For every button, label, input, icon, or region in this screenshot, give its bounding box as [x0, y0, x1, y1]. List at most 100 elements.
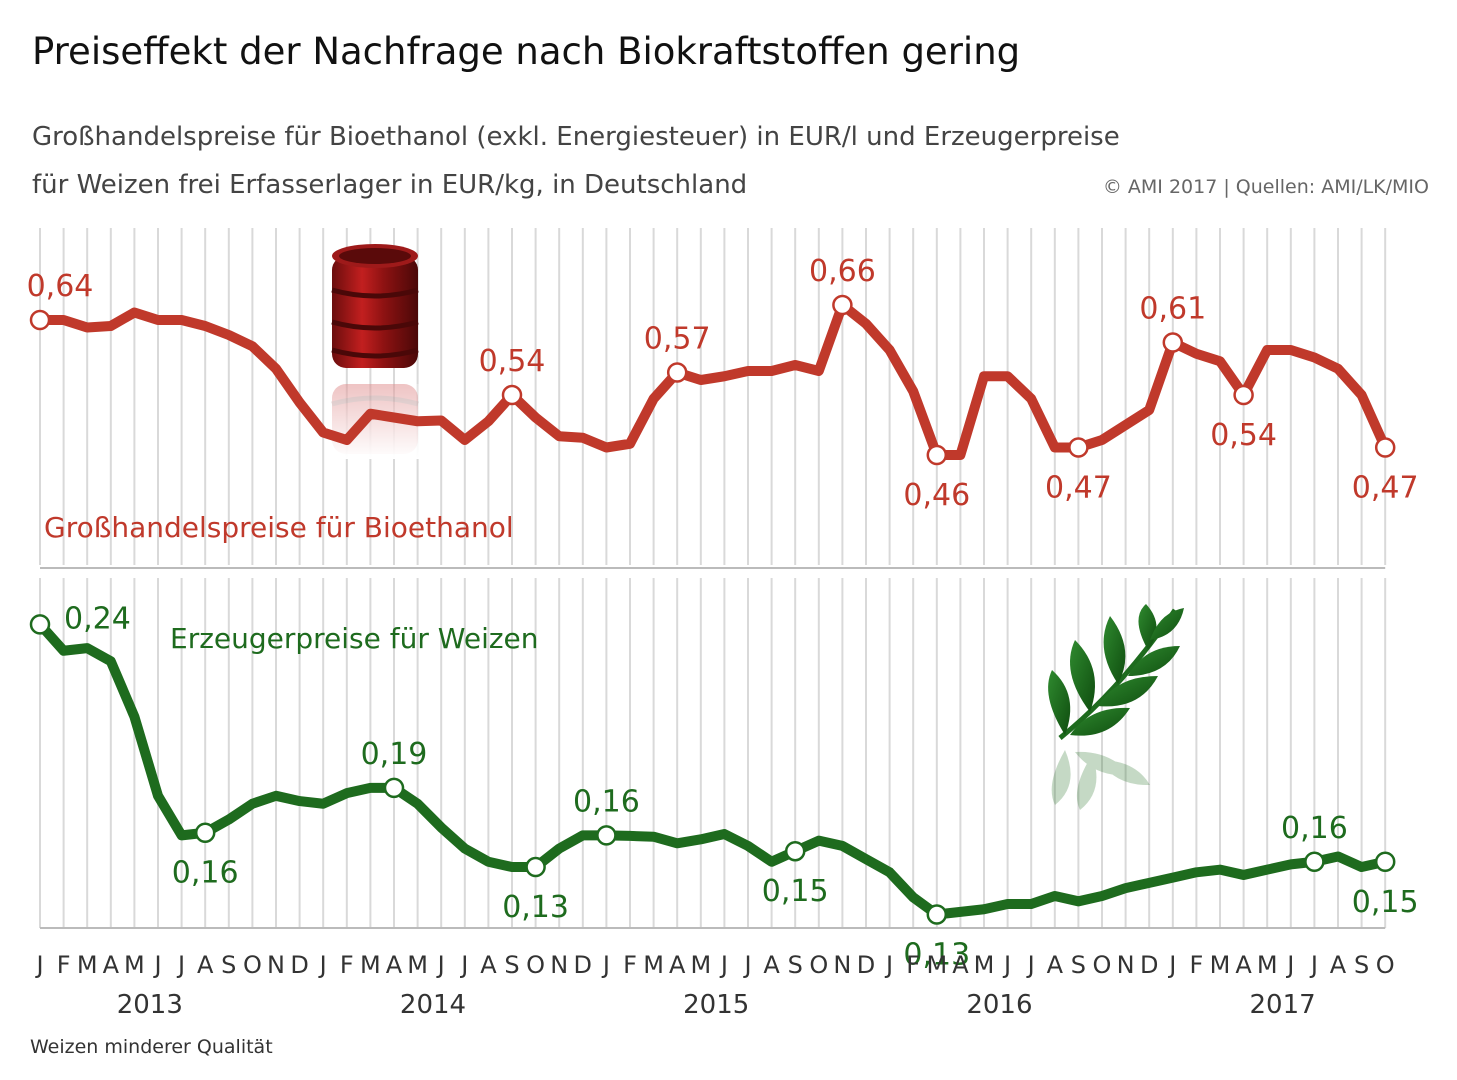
x-tick-label: M	[1210, 951, 1231, 979]
x-tick-label: S	[1354, 951, 1369, 979]
x-tick-label: M	[643, 951, 664, 979]
x-tick-label: M	[77, 951, 98, 979]
data-label: 0,24	[64, 601, 131, 636]
data-label: 0,13	[903, 938, 970, 973]
x-tick-label: D	[574, 951, 592, 979]
data-point-marker	[596, 825, 617, 846]
data-label: 0,16	[573, 784, 640, 819]
oil-barrel-icon	[325, 244, 425, 459]
x-tick-label: J	[152, 951, 161, 979]
x-tick-label: J	[742, 951, 751, 979]
x-tick-label: S	[1071, 951, 1086, 979]
chart-subtitle-line1: Großhandelspreise für Bioethanol (exkl. …	[32, 122, 1120, 152]
data-point-marker	[926, 444, 948, 466]
x-tick-label: O	[1093, 951, 1112, 979]
footnote: Weizen minderer Qualität	[30, 1036, 273, 1058]
x-tick-label: S	[504, 951, 519, 979]
x-tick-label: S	[221, 951, 236, 979]
x-tick-label: O	[809, 951, 828, 979]
x-tick-label: J	[459, 951, 468, 979]
data-point-marker	[1374, 437, 1396, 458]
x-tick-label: J	[1026, 951, 1035, 979]
data-label: 0,61	[1139, 292, 1206, 327]
data-point-marker	[501, 384, 523, 406]
data-label: 0,47	[1045, 471, 1112, 506]
series-name-label: Großhandelspreise für Bioethanol	[44, 511, 514, 544]
x-tick-label: M	[407, 951, 428, 979]
data-label: 0,15	[762, 874, 829, 909]
data-point-marker	[926, 904, 948, 925]
x-tick-label: M	[926, 951, 947, 979]
x-tick-label: N	[1117, 951, 1135, 979]
x-tick-label: J	[1309, 951, 1318, 979]
x-tick-label: F	[906, 951, 920, 979]
year-label: 2015	[683, 990, 749, 1020]
x-tick-label: J	[884, 951, 893, 979]
chart-subtitle-line2: für Weizen frei Erfasserlager in EUR/kg,…	[32, 170, 748, 200]
chart-title: Preiseffekt der Nachfrage nach Biokrafts…	[32, 30, 1021, 73]
x-tick-label: J	[176, 951, 185, 979]
x-tick-label: N	[833, 951, 851, 979]
data-label: 0,66	[809, 254, 876, 289]
x-tick-label: J	[1002, 951, 1011, 979]
year-label: 2014	[400, 990, 466, 1020]
data-label: 0,15	[1352, 885, 1419, 920]
x-tick-label: O	[1376, 951, 1395, 979]
x-tick-label: A	[386, 951, 403, 979]
x-tick-label: J	[318, 951, 327, 979]
data-point-marker	[832, 294, 853, 316]
x-tick-label: D	[1140, 951, 1158, 979]
x-tick-label: M	[360, 951, 381, 979]
data-point-marker	[29, 309, 51, 331]
x-tick-label: D	[857, 951, 875, 979]
data-point-marker	[194, 822, 216, 843]
series-line-0	[35, 300, 1391, 460]
data-point-marker	[525, 856, 546, 878]
data-point-marker	[666, 362, 688, 383]
x-tick-label: A	[197, 951, 214, 979]
series-name-label: Erzeugerpreise für Weizen	[170, 622, 539, 655]
x-tick-label: F	[623, 951, 637, 979]
x-tick-label: A	[1235, 951, 1252, 979]
x-tick-label: J	[1167, 951, 1176, 979]
x-tick-label: A	[1330, 951, 1347, 979]
data-label: 0,46	[903, 478, 970, 513]
x-tick-label: M	[124, 951, 145, 979]
series-line-1	[35, 619, 1391, 920]
x-tick-label: N	[550, 951, 568, 979]
data-point-marker	[29, 614, 51, 635]
x-tick-label: S	[788, 951, 803, 979]
x-tick-label: N	[267, 951, 285, 979]
x-tick-label: F	[57, 951, 71, 979]
x-tick-label: J	[719, 951, 728, 979]
data-point-marker	[1304, 851, 1325, 872]
data-point-marker	[383, 777, 405, 799]
x-tick-label: D	[290, 951, 308, 979]
data-label: 0,16	[172, 856, 239, 891]
year-label: 2017	[1250, 990, 1316, 1020]
data-point-marker	[1233, 384, 1254, 406]
data-label: 0,13	[502, 890, 569, 925]
x-tick-label: A	[480, 951, 497, 979]
x-tick-label: A	[763, 951, 780, 979]
data-point-marker	[784, 840, 806, 862]
x-tick-label: J	[601, 951, 610, 979]
grid-lines	[39, 228, 1387, 929]
x-tick-label: M	[974, 951, 995, 979]
x-tick-label: O	[526, 951, 545, 979]
x-tick-label: M	[1257, 951, 1278, 979]
x-tick-label: J	[1285, 951, 1294, 979]
data-label: 0,54	[1210, 418, 1277, 453]
x-tick-label: O	[243, 951, 262, 979]
x-tick-label: M	[690, 951, 711, 979]
data-point-marker	[1068, 437, 1089, 458]
wheat-icon	[1048, 604, 1184, 810]
x-tick-label: A	[1047, 951, 1064, 979]
x-tick-label: A	[103, 951, 120, 979]
x-tick-label: A	[669, 951, 686, 979]
x-tick-label: A	[952, 951, 969, 979]
data-label: 0,19	[361, 737, 428, 772]
x-tick-label: F	[340, 951, 354, 979]
